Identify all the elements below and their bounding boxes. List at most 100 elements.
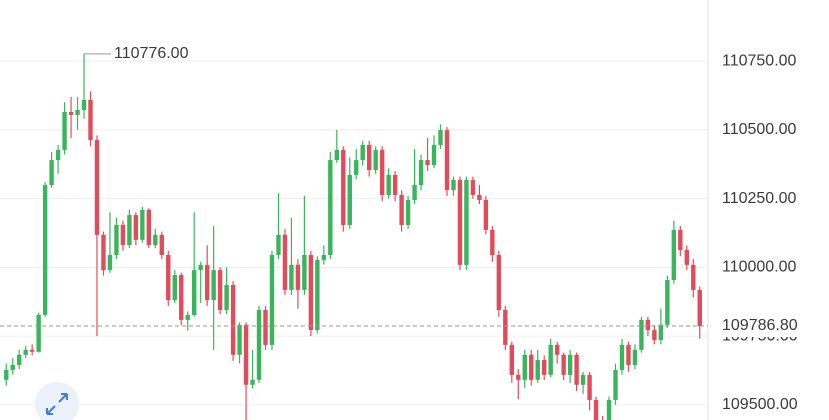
- y-tick-label: 109500.00: [722, 396, 798, 413]
- candle-body: [418, 160, 424, 186]
- current-price-label: 109786.80: [722, 317, 798, 334]
- candle-body: [94, 140, 100, 235]
- candle-body: [140, 209, 145, 240]
- candle-body: [593, 399, 599, 420]
- candle-body: [159, 234, 164, 255]
- candle-body: [192, 270, 197, 315]
- candle-body: [470, 179, 476, 196]
- candle-body: [587, 374, 592, 400]
- y-tick-label: 110250.00: [722, 190, 797, 207]
- candle-body: [42, 185, 48, 315]
- candle-body: [444, 130, 450, 191]
- candle-body: [166, 254, 171, 301]
- candle-body: [367, 144, 372, 170]
- candle-body: [75, 110, 80, 115]
- candle-body: [315, 259, 320, 331]
- candle-body: [23, 349, 28, 355]
- y-tick-label: 110500.00: [722, 121, 797, 138]
- candle-body: [230, 284, 236, 355]
- candle-body: [522, 354, 527, 380]
- candle-body: [477, 195, 482, 200]
- candle-body: [354, 160, 359, 175]
- candle-body: [204, 264, 210, 301]
- candle-body: [529, 354, 534, 380]
- candle-body: [334, 149, 339, 161]
- candle-body: [613, 369, 618, 400]
- expand-button-bg[interactable]: [35, 382, 79, 420]
- expand-icon[interactable]: [46, 393, 68, 415]
- candle-body: [561, 354, 566, 375]
- candle-body: [107, 254, 113, 271]
- candle-body: [580, 374, 586, 385]
- candle-body: [567, 354, 573, 375]
- candle-body: [217, 270, 223, 310]
- candle-body: [146, 209, 152, 246]
- candle-body: [243, 324, 249, 385]
- candle-body: [347, 174, 352, 225]
- candle-body: [120, 224, 126, 246]
- candle-body: [282, 234, 288, 290]
- candle-body: [574, 354, 579, 385]
- candle-body: [425, 160, 430, 166]
- candle-body: [81, 99, 87, 111]
- candle-body: [554, 344, 560, 355]
- candle-body: [392, 174, 398, 196]
- candle-body: [127, 215, 132, 246]
- candle-body: [328, 160, 333, 255]
- candle-body: [678, 229, 683, 251]
- candle-body: [172, 275, 177, 301]
- candle-body: [503, 309, 508, 345]
- candle-body: [10, 364, 15, 370]
- candle-body: [36, 314, 41, 352]
- candle-body: [658, 324, 664, 340]
- candle-body: [509, 344, 514, 375]
- candle-body: [198, 264, 203, 271]
- candle-body: [548, 344, 553, 375]
- candle-body: [276, 234, 281, 255]
- candle-body: [55, 149, 61, 161]
- candle-body: [133, 215, 139, 240]
- candle-body: [17, 354, 22, 365]
- candle-body: [49, 160, 54, 186]
- candle-body: [639, 319, 644, 350]
- high-label: 110776.00: [114, 45, 189, 62]
- candle-body: [373, 149, 378, 170]
- candle-body: [250, 379, 255, 385]
- candle-body: [606, 399, 612, 420]
- candle-body: [29, 349, 35, 352]
- candle-body: [684, 250, 689, 265]
- candle-body: [431, 144, 437, 166]
- candle-body: [483, 199, 489, 230]
- candle-body: [665, 280, 670, 325]
- candle-body: [438, 130, 443, 145]
- candle-body: [256, 309, 262, 380]
- candle-body: [263, 309, 268, 345]
- y-tick-label: 110000.00: [722, 259, 797, 276]
- candle-body: [652, 330, 657, 340]
- candle-body: [496, 254, 502, 310]
- candle-body: [671, 229, 677, 280]
- candle-body: [490, 229, 495, 255]
- candle-body: [237, 324, 242, 355]
- candle-body: [88, 99, 93, 140]
- candle-body: [405, 199, 411, 225]
- candle-body: [289, 264, 294, 290]
- candle-body: [179, 275, 184, 320]
- candle-body: [360, 144, 365, 161]
- candle-body: [269, 254, 275, 345]
- candle-body: [153, 234, 158, 246]
- candle-body: [691, 264, 696, 290]
- candle-body: [645, 319, 651, 331]
- expand-button[interactable]: [35, 382, 79, 420]
- candle-body: [386, 174, 391, 196]
- candle-body: [464, 179, 469, 265]
- candle-body: [62, 111, 67, 150]
- candle-body: [308, 254, 314, 331]
- y-tick-label: 110750.00: [722, 52, 797, 69]
- candle-body: [626, 344, 631, 365]
- candle-body: [516, 374, 521, 380]
- candle-body: [535, 360, 540, 380]
- candle-body: [211, 270, 216, 301]
- candle-body: [68, 111, 74, 115]
